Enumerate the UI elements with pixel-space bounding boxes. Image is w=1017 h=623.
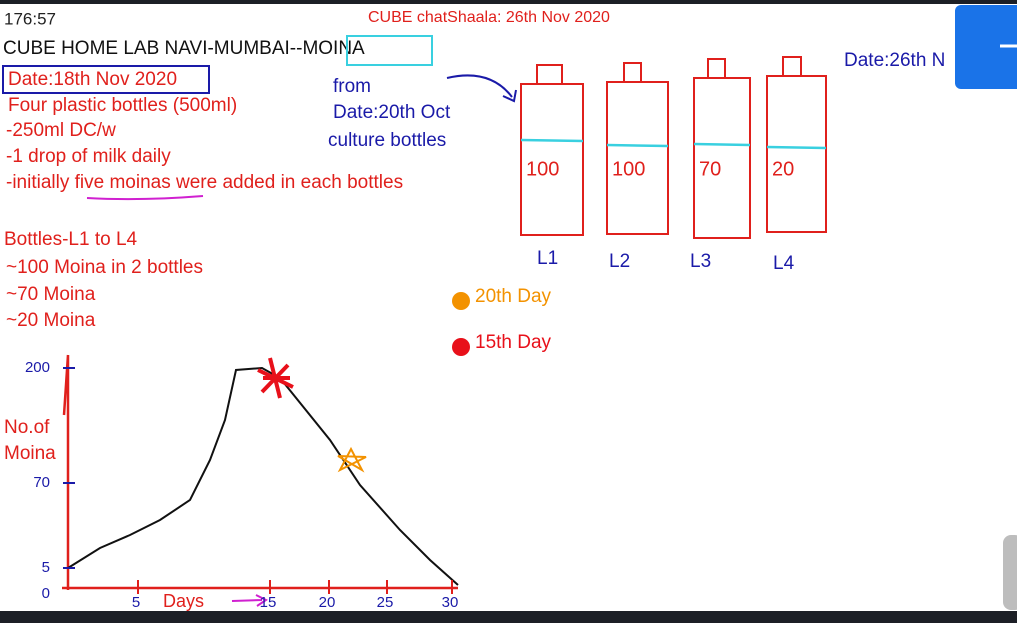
y-label: No.of bbox=[4, 417, 50, 438]
x-tick-label: 15 bbox=[260, 594, 277, 611]
bottle-count: 20 bbox=[772, 158, 794, 180]
bottle-cap bbox=[623, 62, 642, 83]
arrow bbox=[231, 594, 268, 607]
source-line: Date:20th Oct bbox=[333, 102, 451, 123]
ticks: 200 70 5 0 5 15 20 25 30 bbox=[25, 359, 458, 611]
bottle-label: L3 bbox=[690, 251, 711, 272]
bottle-cap bbox=[782, 56, 802, 77]
x-tick-label: 30 bbox=[442, 594, 459, 611]
bottom-bar bbox=[0, 611, 1017, 623]
legend-label: 20th Day bbox=[475, 286, 552, 307]
bottle-cap bbox=[707, 58, 726, 79]
menu-button[interactable] bbox=[955, 5, 1017, 89]
highlight-box bbox=[346, 35, 433, 66]
top-bar bbox=[0, 0, 1017, 4]
right-date: Date:26th N bbox=[844, 50, 945, 71]
y-label: Moina bbox=[4, 443, 56, 464]
session-title: CUBE chatShaala: 26th Nov 2020 bbox=[368, 9, 610, 26]
bottle bbox=[606, 81, 669, 235]
star-15th bbox=[257, 357, 294, 399]
scroll-handle[interactable] bbox=[1003, 535, 1017, 610]
legend-label: 15th Day bbox=[475, 332, 552, 353]
note: -1 drop of milk daily bbox=[6, 146, 171, 167]
bottle bbox=[766, 75, 827, 233]
bottle-cap bbox=[536, 64, 563, 85]
x-label: Days bbox=[163, 591, 204, 611]
y-tick-label: 5 bbox=[42, 559, 50, 576]
water-level bbox=[606, 143, 669, 148]
x-tick-label: 20 bbox=[319, 594, 336, 611]
graph: No.of Moina 200 70 5 0 5 15 20 25 30 Days bbox=[4, 354, 459, 611]
water-level bbox=[520, 138, 584, 143]
date-box bbox=[2, 65, 210, 94]
axes bbox=[62, 354, 458, 590]
bottle-label: L2 bbox=[609, 251, 630, 272]
y-tick-label: 70 bbox=[33, 474, 50, 491]
sketch-curve bbox=[67, 366, 459, 586]
legend-dot bbox=[452, 338, 470, 356]
x-tick-label: 25 bbox=[377, 594, 394, 611]
star-20th bbox=[337, 446, 367, 473]
y-tick-label: 0 bbox=[42, 585, 50, 602]
underline bbox=[86, 195, 204, 201]
y-tick-label: 200 bbox=[25, 359, 50, 376]
bottles: 100 L1 100 L2 70 L3 20 L4 bbox=[520, 56, 827, 274]
x-tick-label: 5 bbox=[132, 594, 140, 611]
bottle bbox=[520, 83, 584, 236]
page-title: CUBE HOME LAB NAVI-MUMBAI--MOINA bbox=[3, 38, 365, 59]
summary-line: ~20 Moina bbox=[6, 310, 96, 331]
clock: 176:57 bbox=[4, 9, 56, 28]
summary-line: ~100 Moina in 2 bottles bbox=[6, 257, 203, 278]
bottle-label: L1 bbox=[537, 248, 558, 269]
date: Date:18th Nov 2020 bbox=[8, 69, 177, 90]
legend-dot bbox=[452, 292, 470, 310]
water-level bbox=[693, 142, 751, 147]
bottle-label: L4 bbox=[773, 253, 795, 274]
legend: 20th Day 15th Day bbox=[452, 286, 552, 356]
note: -250ml DC/w bbox=[6, 120, 116, 141]
bottle-count: 70 bbox=[699, 158, 721, 180]
note: -initially five moinas were added in eac… bbox=[6, 172, 403, 193]
summary-line: Bottles-L1 to L4 bbox=[4, 229, 138, 250]
bottle bbox=[693, 77, 751, 239]
source-line: from bbox=[333, 76, 371, 97]
note: Four plastic bottles (500ml) bbox=[8, 95, 237, 116]
arrow bbox=[446, 74, 517, 103]
source-line: culture bottles bbox=[328, 130, 446, 151]
summary-line: ~70 Moina bbox=[6, 284, 96, 305]
bottle-count: 100 bbox=[612, 158, 645, 180]
bottle-count: 100 bbox=[526, 158, 559, 180]
water-level bbox=[766, 145, 827, 150]
